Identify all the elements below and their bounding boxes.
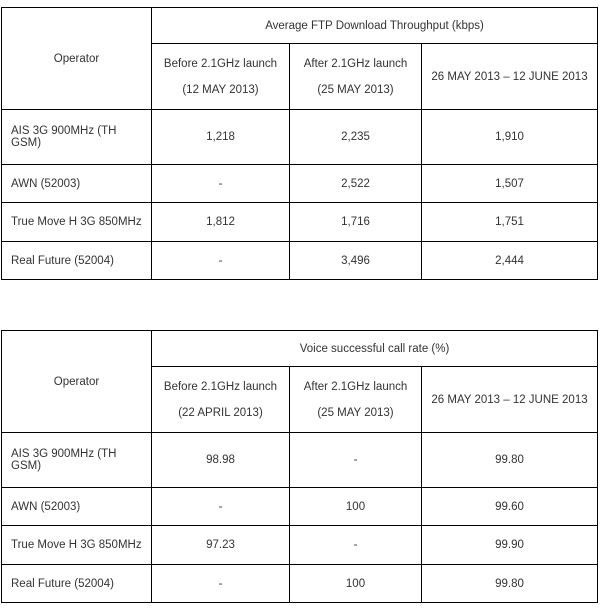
cell-after: - xyxy=(289,432,422,488)
col-header-period: 26 MAY 2013 – 12 JUNE 2013 xyxy=(421,43,598,110)
table-row: Real Future (52004) - 3,496 2,444 xyxy=(1,241,598,280)
col-header-after-line1: After 2.1GHz launch xyxy=(303,380,408,393)
cell-after: 100 xyxy=(289,564,422,603)
cell-period: 1,507 xyxy=(421,164,598,203)
operator-header-cell: Operator xyxy=(1,7,152,110)
row-operator: AIS 3G 900MHz (TH GSM) xyxy=(1,109,152,165)
ftp-throughput-table: Operator Average FTP Download Throughput… xyxy=(1,7,598,280)
col-header-before: Before 2.1GHz launch (22 APRIL 2013) xyxy=(151,366,290,433)
cell-before: 1,218 xyxy=(151,109,290,165)
row-operator: AWN (52003) xyxy=(1,164,152,203)
col-header-after: After 2.1GHz launch (25 MAY 2013) xyxy=(289,43,422,110)
cell-before: - xyxy=(151,564,290,603)
row-operator: AWN (52003) xyxy=(1,487,152,526)
row-operator: True Move H 3G 850MHz xyxy=(1,202,152,242)
cell-after: 100 xyxy=(289,487,422,526)
table-row: AWN (52003) - 2,522 1,507 xyxy=(1,164,598,203)
voice-call-rate-table: Operator Voice successful call rate (%) … xyxy=(1,330,599,603)
table-title-cell: Voice successful call rate (%) xyxy=(150,330,599,367)
cell-before: 1,812 xyxy=(151,202,290,242)
table-header-row-1: Operator Average FTP Download Throughput… xyxy=(1,7,598,110)
table-title-cell: Average FTP Download Throughput (kbps) xyxy=(151,7,598,44)
table-row: AWN (52003) - 100 99.60 xyxy=(1,487,599,526)
table-header-row-2: Before 2.1GHz launch (12 MAY 2013) After… xyxy=(2,43,598,110)
table-row: AIS 3G 900MHz (TH GSM) 1,218 2,235 1,910 xyxy=(1,109,598,165)
cell-after: - xyxy=(289,525,422,565)
table-row: AIS 3G 900MHz (TH GSM) 98.98 - 99.80 xyxy=(1,432,599,488)
row-operator: AIS 3G 900MHz (TH GSM) xyxy=(1,432,152,488)
table-header-row-2: Before 2.1GHz launch (22 APRIL 2013) Aft… xyxy=(2,366,599,433)
cell-before: 98.98 xyxy=(151,432,290,488)
col-header-before-line2: (12 MAY 2013) xyxy=(182,83,259,96)
table-spacer xyxy=(1,280,605,330)
table-row: Real Future (52004) - 100 99.80 xyxy=(1,564,599,603)
cell-period: 99.90 xyxy=(420,525,599,565)
col-header-before-line1: Before 2.1GHz launch xyxy=(163,380,278,393)
cell-period: 1,910 xyxy=(421,109,598,165)
col-header-after: After 2.1GHz launch (25 MAY 2013) xyxy=(289,366,422,433)
table-row: True Move H 3G 850MHz 97.23 - 99.90 xyxy=(1,525,599,565)
col-header-before: Before 2.1GHz launch (12 MAY 2013) xyxy=(151,43,290,110)
table-header-row-1: Operator Voice successful call rate (%) xyxy=(1,330,599,433)
operator-header-cell: Operator xyxy=(1,330,152,433)
cell-period: 2,444 xyxy=(421,241,598,280)
row-operator: Real Future (52004) xyxy=(1,564,152,603)
cell-after: 1,716 xyxy=(289,202,422,242)
col-header-after-line1: After 2.1GHz launch xyxy=(303,57,408,70)
cell-period: 99.60 xyxy=(420,487,599,526)
cell-period: 99.80 xyxy=(420,432,599,488)
row-operator: True Move H 3G 850MHz xyxy=(1,525,152,565)
cell-after: 3,496 xyxy=(289,241,422,280)
cell-period: 99.80 xyxy=(420,564,599,603)
row-operator: Real Future (52004) xyxy=(1,241,152,280)
col-header-after-line2: (25 MAY 2013) xyxy=(317,406,394,419)
cell-before: - xyxy=(151,487,290,526)
table-row: True Move H 3G 850MHz 1,812 1,716 1,751 xyxy=(1,202,598,242)
col-header-after-line2: (25 MAY 2013) xyxy=(317,83,394,96)
cell-after: 2,522 xyxy=(289,164,422,203)
col-header-before-line2: (22 APRIL 2013) xyxy=(178,406,263,419)
col-header-before-line1: Before 2.1GHz launch xyxy=(163,57,278,70)
col-header-period: 26 MAY 2013 – 12 JUNE 2013 xyxy=(420,366,599,433)
cell-after: 2,235 xyxy=(289,109,422,165)
cell-period: 1,751 xyxy=(421,202,598,242)
cell-before: - xyxy=(151,241,290,280)
cell-before: - xyxy=(151,164,290,203)
cell-before: 97.23 xyxy=(151,525,290,565)
